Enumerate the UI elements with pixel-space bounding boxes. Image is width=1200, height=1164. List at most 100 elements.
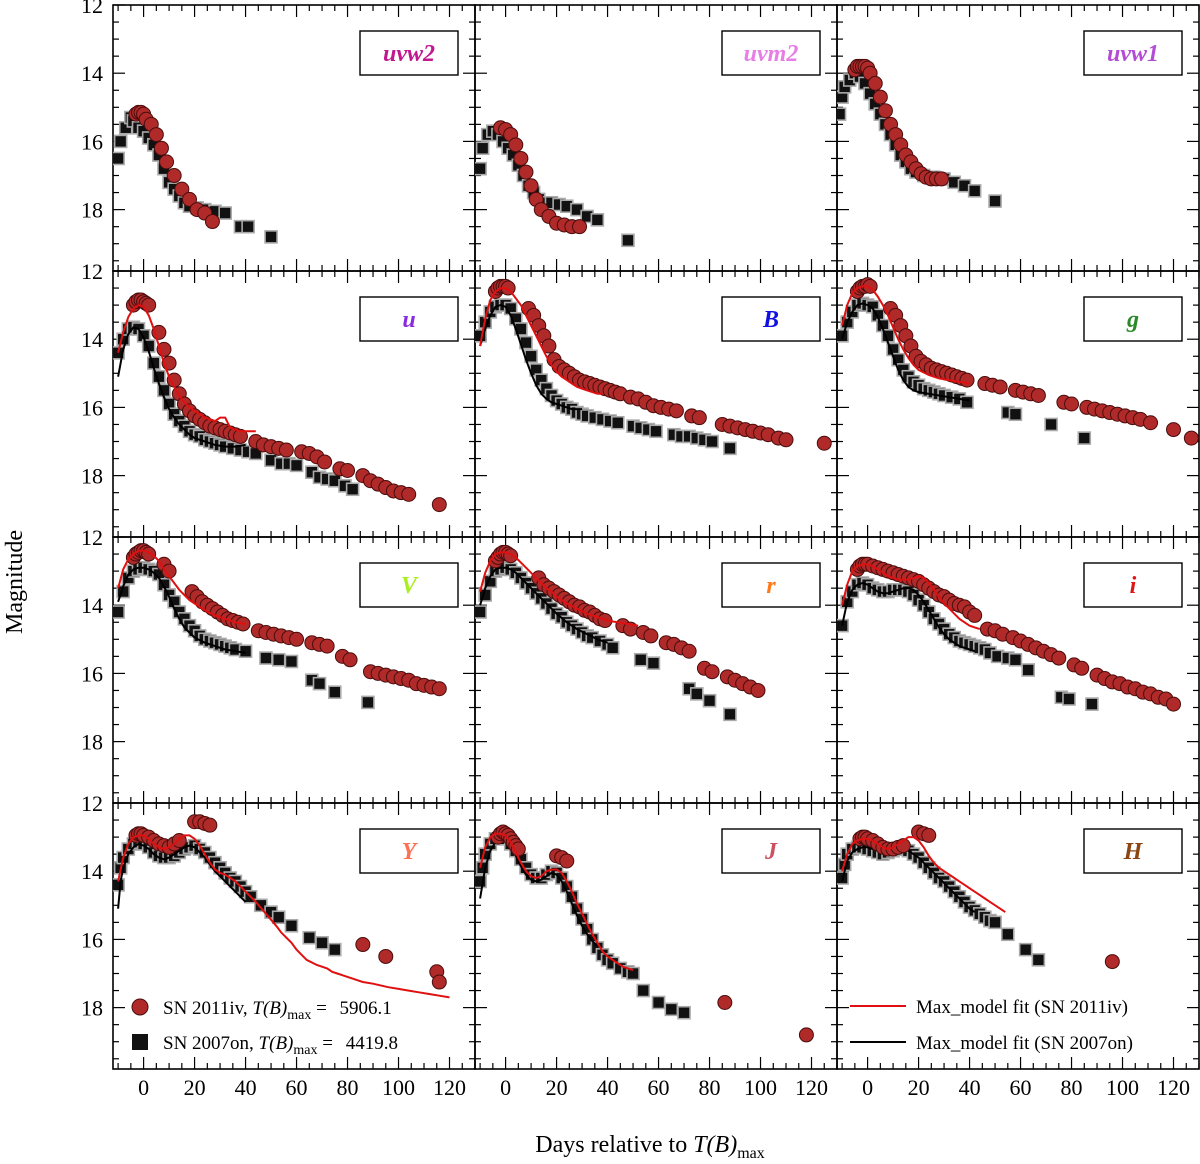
point-sn2011iv [681,643,697,659]
point-sn2007on [702,693,717,708]
band-label-box [359,30,459,76]
band-label: uvw1 [1107,41,1159,67]
point-sn2011iv [159,154,175,170]
point-sn2007on [284,918,299,933]
point-sn2011iv [518,164,534,180]
point-sn2011iv [668,403,684,419]
x-tick-label: 60 [648,1075,670,1100]
point-sn2011iv [877,103,893,119]
band-label-box [359,296,459,342]
plot-area [113,543,447,710]
y-tick-label: 16 [81,395,103,420]
band-label-box [359,562,459,608]
x-tick-label: 0 [862,1075,873,1100]
y-tick-label: 12 [81,525,103,550]
plot-area [475,544,766,722]
plot-area [837,556,1182,712]
legend-marker-sn2011iv [131,998,149,1016]
point-sn2011iv [319,638,335,654]
panel-r: r [474,536,838,804]
point-sn2007on [636,983,651,998]
point-sn2011iv [643,628,659,644]
legend-points: SN 2011iv, T(B)max = 5906.1 SN 2007on, T… [131,998,398,1058]
point-sn2011iv [778,432,794,448]
point-sn2011iv [572,219,588,235]
point-sn2007on [264,230,278,244]
band-label-box [359,828,459,874]
point-sn2011iv [921,827,937,843]
point-sn2011iv [401,486,417,502]
point-sn2011iv [355,937,371,953]
panel-uvm2: uvm2 [474,4,838,272]
y-tick-label: 16 [81,661,103,686]
point-sn2011iv [317,454,333,470]
point-sn2007on [1001,927,1015,942]
point-sn2007on [605,641,620,655]
fit-line-sn2007on [117,326,246,448]
point-sn2007on [113,134,128,149]
point-sn2007on [651,995,666,1010]
band-label-box [721,30,821,76]
point-sn2011iv [816,435,832,451]
x-tick-label: 100 [744,1075,777,1100]
x-tick-label: 40 [235,1075,257,1100]
point-sn2007on [315,936,329,950]
plot-area [475,824,814,1043]
point-sn2011iv [934,171,950,187]
x-axis-title: Days relative to T(B)max [535,1132,765,1162]
band-label: Y [402,839,419,865]
panel-uvw2: 12 14 16 18 uvw2 [81,0,476,272]
point-sn2007on [723,707,737,722]
fit-line-sn2011iv [841,285,970,385]
band-label-box [1083,562,1183,608]
point-sn2007on [723,441,737,456]
y-tick-label: 14 [81,593,103,618]
x-tick-label: 100 [1106,1075,1139,1100]
x-tick-label: 100 [382,1075,415,1100]
fit-line-sn2011iv [479,551,639,627]
band-label-box [1083,30,1183,76]
point-sn2011iv [872,89,888,105]
point-sn2007on [621,233,635,248]
y-axis-title: Magnitude [2,530,28,634]
point-sn2007on [271,652,286,667]
point-sn2011iv [166,168,182,184]
point-sn2007on [218,206,232,220]
x-tick-label: 60 [286,1075,308,1100]
band-label: i [1130,573,1137,599]
point-sn2007on [475,141,490,156]
y-tick-label: 14 [81,859,103,884]
panel-J: 0 20 40 60 80 100 120 J [474,802,838,1100]
point-sn2011iv [378,948,394,964]
fit-line-sn2007on [479,304,583,411]
fit-line-sn2011iv [117,834,450,999]
plot-area [113,292,447,513]
point-sn2007on [960,395,974,410]
legend-label-fit-sn2011iv: Max_model fit (SN 2011iv) [916,997,1128,1018]
point-sn2011iv [204,214,220,230]
x-tick-label: 20 [908,1075,930,1100]
plot-area [837,824,1120,970]
band-label-box [1083,828,1183,874]
point-sn2007on [988,194,1002,208]
x-tick-label: 0 [138,1075,149,1100]
y-tick-label: 12 [81,0,103,18]
y-tick-label: 16 [81,129,103,154]
panel-frame [836,802,1200,1070]
band-label-box [721,828,821,874]
panel-uvw1: uvw1 [836,4,1200,272]
point-sn2007on [967,184,982,198]
point-sn2007on [837,107,847,121]
point-sn2007on [1044,417,1058,432]
point-sn2011iv [232,428,248,444]
point-sn2007on [1008,407,1023,422]
legend-fits: Max_model fit (SN 2011iv) Max_model fit … [850,997,1133,1054]
band-label: uvw2 [383,41,435,67]
point-sn2011iv [174,181,190,197]
fit-line-sn2011iv [841,563,981,631]
point-sn2011iv [1051,650,1067,666]
point-sn2007on [254,898,268,913]
y-tick-label: 12 [81,259,103,284]
plot-area [837,277,1199,446]
